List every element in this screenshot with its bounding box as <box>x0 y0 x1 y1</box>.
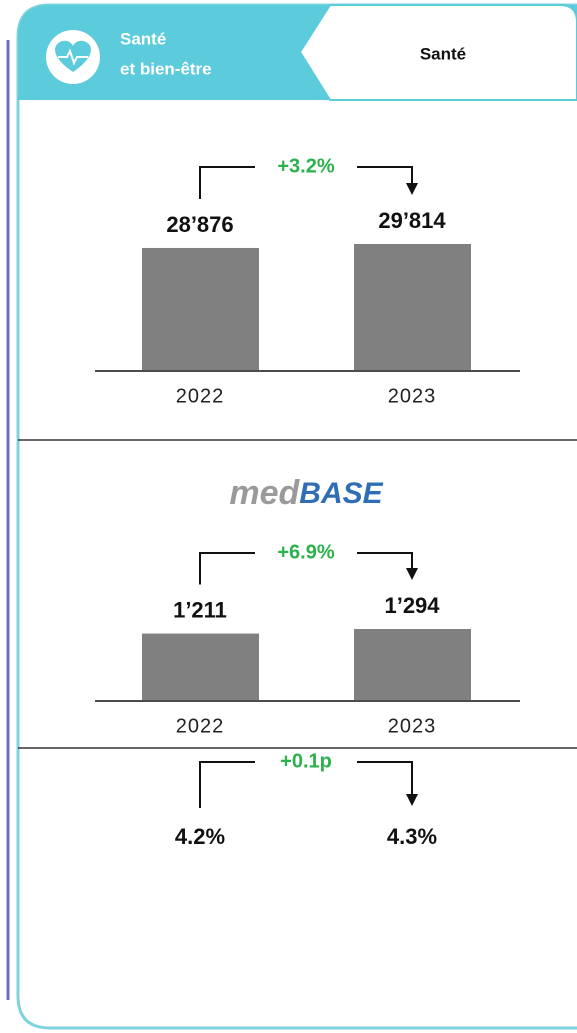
value-label: 1’294 <box>384 593 440 618</box>
tab-title: Santé <box>120 29 166 48</box>
bracket <box>357 166 413 185</box>
value-label: 28’876 <box>166 212 233 237</box>
tab-label: Santé <box>420 44 466 63</box>
tab-title: et bien-être <box>120 59 212 78</box>
change-label: +0.1p <box>280 750 332 772</box>
value-label: 29’814 <box>378 208 446 233</box>
x-tick-label: 2023 <box>388 715 437 737</box>
pulse-line <box>58 48 88 66</box>
heart-icon <box>55 40 91 72</box>
bracket <box>357 761 413 796</box>
logo: medBASE <box>229 474 383 512</box>
bracket <box>199 761 255 808</box>
logo-part: BASE <box>299 477 383 510</box>
bar <box>142 247 259 370</box>
header-tab <box>298 4 577 101</box>
value-label: 1’211 <box>173 597 227 622</box>
value-label: 4.2% <box>175 824 225 849</box>
change-label: +3.2% <box>277 155 334 177</box>
x-tick-label: 2022 <box>176 385 225 407</box>
bracket <box>199 552 255 585</box>
logo-part: med <box>229 474 300 512</box>
bar <box>354 629 471 700</box>
x-tick-label: 2023 <box>388 385 437 407</box>
value-label: 4.3% <box>387 824 437 849</box>
bar <box>142 633 259 700</box>
arrow-head <box>406 794 418 806</box>
arrow-head <box>406 568 418 580</box>
change-label: +6.9% <box>277 541 334 563</box>
bar <box>354 244 471 370</box>
arrow-head <box>406 183 418 195</box>
bracket <box>357 552 413 570</box>
bracket <box>199 166 255 199</box>
x-tick-label: 2022 <box>176 715 225 737</box>
